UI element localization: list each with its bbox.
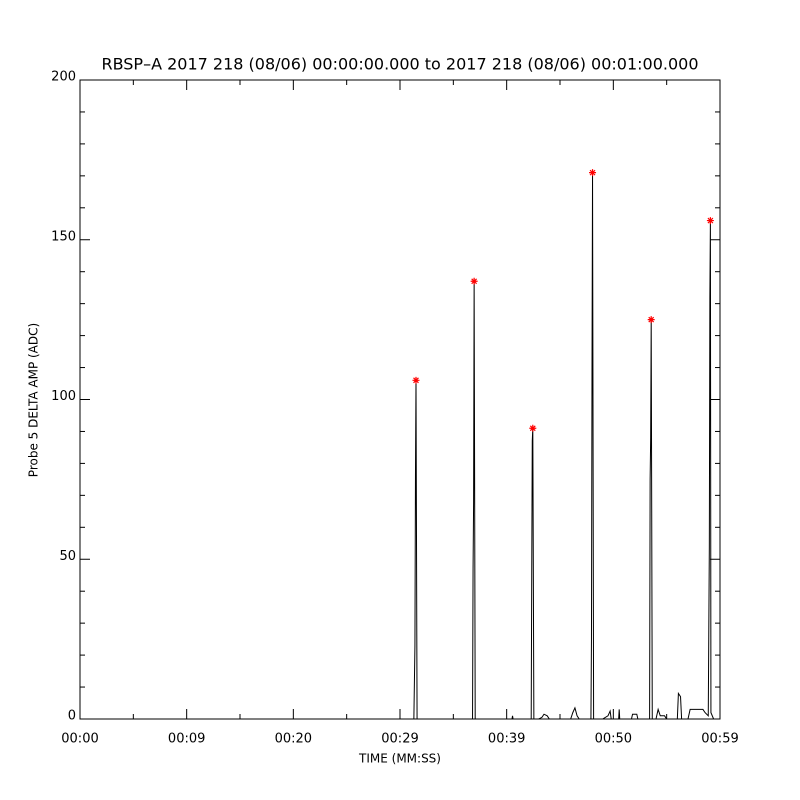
data-line	[80, 172, 720, 720]
x-tick-label: 00:59	[701, 732, 738, 747]
plot-frame	[79, 79, 721, 720]
peak-marker	[589, 169, 597, 177]
x-tick-label: 00:20	[275, 732, 312, 747]
y-tick-label: 50	[59, 549, 76, 564]
x-axis-label: TIME (MM:SS)	[358, 752, 441, 766]
peak-marker	[706, 217, 714, 225]
y-tick-label: 0	[68, 709, 76, 724]
x-tick-label: 00:39	[488, 732, 525, 747]
y-axis-label: Probe 5 DELTA AMP (ADC)	[27, 323, 41, 477]
x-tick-label: 00:00	[61, 732, 98, 747]
x-tick-label: 00:09	[168, 732, 205, 747]
peak-marker	[412, 376, 420, 384]
peak-marker	[470, 277, 478, 285]
chart-title: RBSP–A 2017 218 (08/06) 00:00:00.000 to …	[101, 55, 698, 74]
x-tick-label: 00:29	[381, 732, 418, 747]
peak-marker	[647, 316, 655, 324]
peak-marker	[529, 424, 537, 432]
y-tick-label: 150	[51, 229, 76, 244]
x-tick-label: 00:50	[595, 732, 632, 747]
y-tick-label: 100	[51, 389, 76, 404]
y-tick-label: 200	[51, 70, 76, 85]
